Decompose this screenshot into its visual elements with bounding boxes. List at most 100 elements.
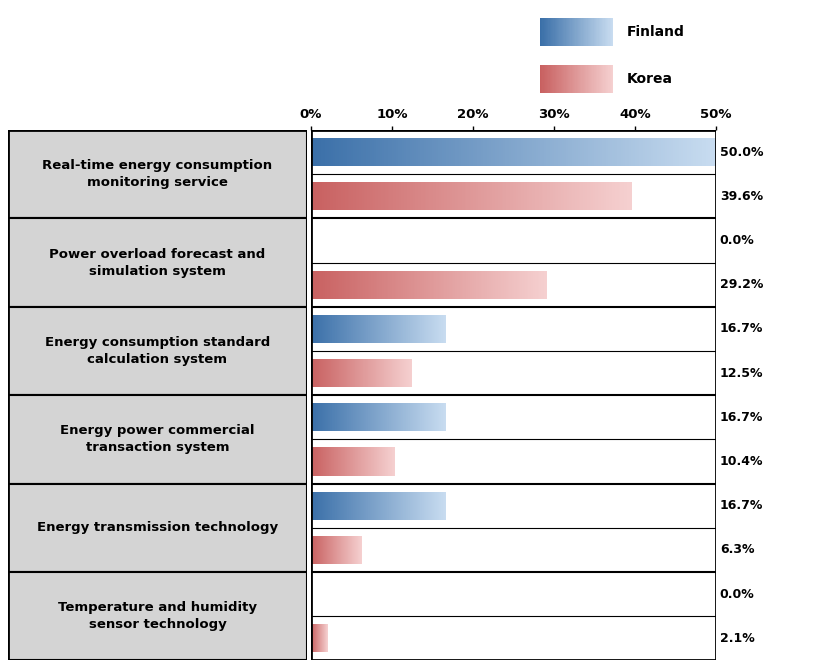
Bar xyxy=(695,138,698,166)
Bar xyxy=(428,182,429,211)
Bar xyxy=(538,271,539,299)
Bar xyxy=(687,138,690,166)
Bar xyxy=(538,182,540,211)
Bar xyxy=(663,138,665,166)
Text: Finland: Finland xyxy=(627,25,684,39)
Bar xyxy=(577,65,578,93)
Bar xyxy=(402,138,404,166)
Bar xyxy=(590,182,591,211)
Bar xyxy=(465,182,466,211)
Bar xyxy=(609,138,610,166)
Bar xyxy=(408,271,409,299)
Bar xyxy=(694,138,695,166)
Bar xyxy=(402,182,404,211)
Bar xyxy=(473,182,474,211)
Bar xyxy=(608,182,609,211)
Bar xyxy=(600,18,601,46)
Bar xyxy=(333,182,335,211)
Bar xyxy=(348,138,349,166)
Bar xyxy=(465,271,467,299)
Bar xyxy=(601,18,602,46)
Bar xyxy=(356,271,357,299)
Bar xyxy=(378,182,380,211)
Bar xyxy=(540,271,542,299)
Bar xyxy=(515,138,517,166)
Bar xyxy=(317,138,319,166)
Bar xyxy=(691,138,694,166)
Bar xyxy=(427,271,428,299)
Bar xyxy=(590,65,591,93)
Bar xyxy=(357,138,359,166)
Bar xyxy=(570,18,572,46)
Bar xyxy=(350,271,351,299)
Bar xyxy=(584,18,585,46)
Bar xyxy=(512,271,513,299)
Bar xyxy=(375,138,378,166)
Bar xyxy=(555,18,557,46)
Bar xyxy=(434,138,436,166)
Bar xyxy=(569,18,570,46)
Bar xyxy=(555,65,557,93)
Bar xyxy=(702,138,703,166)
Bar xyxy=(333,138,335,166)
Bar xyxy=(573,18,574,46)
Bar xyxy=(448,138,451,166)
Bar xyxy=(563,65,564,93)
Bar xyxy=(551,18,552,46)
Bar xyxy=(545,182,546,211)
Bar xyxy=(440,271,441,299)
Bar xyxy=(382,271,383,299)
Bar xyxy=(433,182,434,211)
Bar xyxy=(614,182,615,211)
Bar xyxy=(513,271,515,299)
Bar xyxy=(456,182,458,211)
Bar xyxy=(422,271,423,299)
Bar xyxy=(380,182,381,211)
Bar xyxy=(457,271,459,299)
Bar xyxy=(657,138,659,166)
Bar xyxy=(515,271,516,299)
Bar xyxy=(439,182,441,211)
Bar xyxy=(533,182,535,211)
Bar xyxy=(359,271,361,299)
Bar xyxy=(358,271,359,299)
Bar xyxy=(643,138,645,166)
Bar xyxy=(478,182,479,211)
Bar xyxy=(406,138,408,166)
Bar xyxy=(597,18,599,46)
Bar xyxy=(311,484,716,572)
Bar xyxy=(546,18,547,46)
Bar xyxy=(568,138,570,166)
Bar xyxy=(524,182,526,211)
Bar xyxy=(554,138,555,166)
Bar xyxy=(329,138,331,166)
Text: 16.7%: 16.7% xyxy=(720,322,763,336)
Bar xyxy=(461,271,462,299)
Bar xyxy=(367,138,370,166)
Bar xyxy=(550,138,552,166)
Bar xyxy=(452,271,454,299)
Bar xyxy=(612,18,614,46)
Bar xyxy=(371,138,374,166)
Bar xyxy=(401,182,402,211)
Bar xyxy=(575,18,577,46)
Text: 6.3%: 6.3% xyxy=(720,544,754,556)
Bar xyxy=(541,65,542,93)
Bar xyxy=(501,138,503,166)
Bar xyxy=(429,271,430,299)
Bar xyxy=(596,182,598,211)
Bar xyxy=(495,182,497,211)
Bar xyxy=(390,271,391,299)
Bar xyxy=(473,271,474,299)
Bar xyxy=(589,65,590,93)
Bar xyxy=(443,182,444,211)
Bar xyxy=(449,182,451,211)
Bar xyxy=(528,182,529,211)
Bar xyxy=(543,65,545,93)
Text: Energy consumption standard
calculation system: Energy consumption standard calculation … xyxy=(45,336,270,366)
Bar xyxy=(573,182,575,211)
Bar xyxy=(569,182,571,211)
Bar xyxy=(355,138,357,166)
Bar xyxy=(600,138,602,166)
Bar xyxy=(665,138,667,166)
